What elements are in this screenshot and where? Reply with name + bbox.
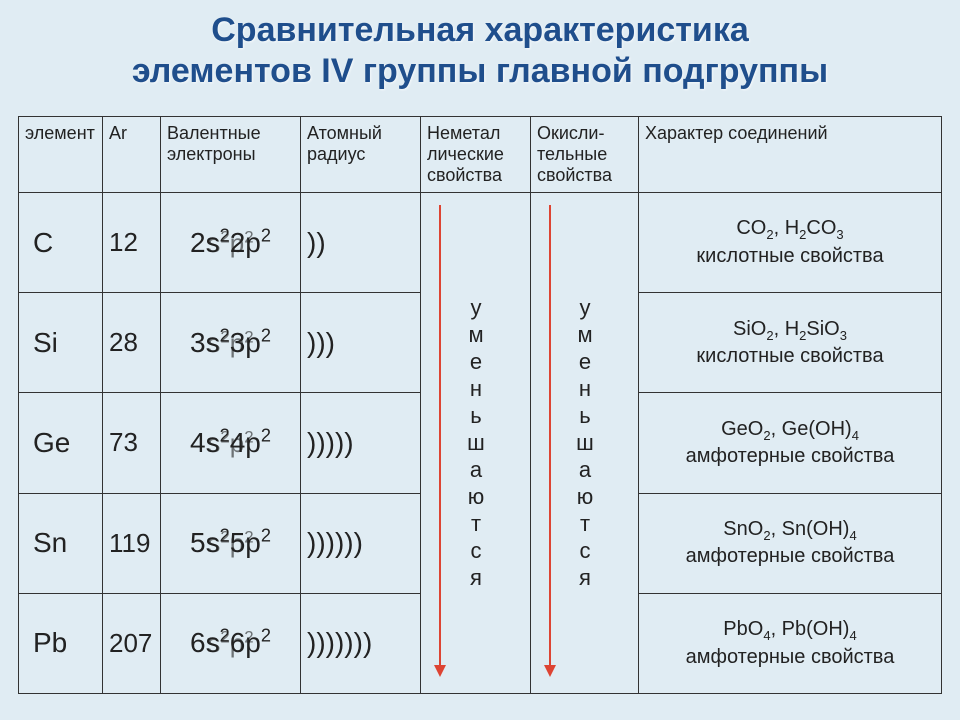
- cell-radius: ))))))): [301, 593, 421, 693]
- valence-fg: 2s22p2: [190, 225, 271, 258]
- cell-ar: 73: [103, 393, 161, 493]
- table-wrap: элемент Ar Валентные электроны Атомный р…: [18, 116, 942, 694]
- col-oxidative: Окисли- тельные свойства: [531, 117, 639, 193]
- col-element: элемент: [19, 117, 103, 193]
- cell-radius: ))): [301, 293, 421, 393]
- valence-fg: 3s23p2: [190, 325, 271, 358]
- cell-element: Pb: [19, 593, 103, 693]
- cell-valence: s2p24s24p2: [161, 393, 301, 493]
- valence-fg: 5s25p2: [190, 526, 271, 559]
- valence-fg: 6s26p2: [190, 626, 271, 659]
- arrow-down-icon: [439, 205, 441, 675]
- title-line-2: элементов IV группы главной подгруппы: [132, 52, 828, 90]
- cell-compounds: CO2, H2CO3кислотные свойства: [639, 193, 942, 293]
- cell-ar: 12: [103, 193, 161, 293]
- cell-ar: 119: [103, 493, 161, 593]
- col-compounds: Характер соединений: [639, 117, 942, 193]
- cell-nonmetal-merged: уменьшаются: [421, 193, 531, 694]
- table-header-row: элемент Ar Валентные электроны Атомный р…: [19, 117, 942, 193]
- cell-compounds: SiO2, H2SiO3кислотные свойства: [639, 293, 942, 393]
- cell-element: Ge: [19, 393, 103, 493]
- col-ar: Ar: [103, 117, 161, 193]
- merged-text: уменьшаются: [463, 295, 489, 592]
- cell-ar: 207: [103, 593, 161, 693]
- cell-compounds: GeO2, Ge(OH)4амфотерные свойства: [639, 393, 942, 493]
- table-body: C12s2p22s22p2)) уменьшаются уменьшаются CO2…: [19, 193, 942, 694]
- cell-valence: s2p22s22p2: [161, 193, 301, 293]
- cell-radius: ))))): [301, 393, 421, 493]
- col-nonmetal: Неметал лические свойства: [421, 117, 531, 193]
- cell-compounds: PbO4, Pb(OH)4амфотерные свойства: [639, 593, 942, 693]
- col-valence: Валентные электроны: [161, 117, 301, 193]
- slide: Сравнительная характеристика элементов I…: [0, 0, 960, 720]
- cell-ar: 28: [103, 293, 161, 393]
- table-row: C12s2p22s22p2))уменьшаютсяуменьшаютсяCO2…: [19, 193, 942, 293]
- cell-radius: )))))): [301, 493, 421, 593]
- cell-valence: s2p26s26p2: [161, 593, 301, 693]
- valence-fg: 4s24p2: [190, 426, 271, 459]
- cell-oxidative-merged: уменьшаются: [531, 193, 639, 694]
- cell-element: Si: [19, 293, 103, 393]
- cell-element: C: [19, 193, 103, 293]
- merged-text: уменьшаются: [572, 295, 598, 592]
- cell-element: Sn: [19, 493, 103, 593]
- cell-valence: s2p23s23p2: [161, 293, 301, 393]
- cell-compounds: SnO2, Sn(OH)4амфотерные свойства: [639, 493, 942, 593]
- arrow-down-icon: [549, 205, 551, 675]
- col-radius: Атомный радиус: [301, 117, 421, 193]
- comparison-table: элемент Ar Валентные электроны Атомный р…: [18, 116, 942, 694]
- slide-title: Сравнительная характеристика элементов I…: [0, 10, 960, 92]
- cell-valence: s2p25s25p2: [161, 493, 301, 593]
- cell-radius: )): [301, 193, 421, 293]
- title-line-1: Сравнительная характеристика: [211, 11, 749, 49]
